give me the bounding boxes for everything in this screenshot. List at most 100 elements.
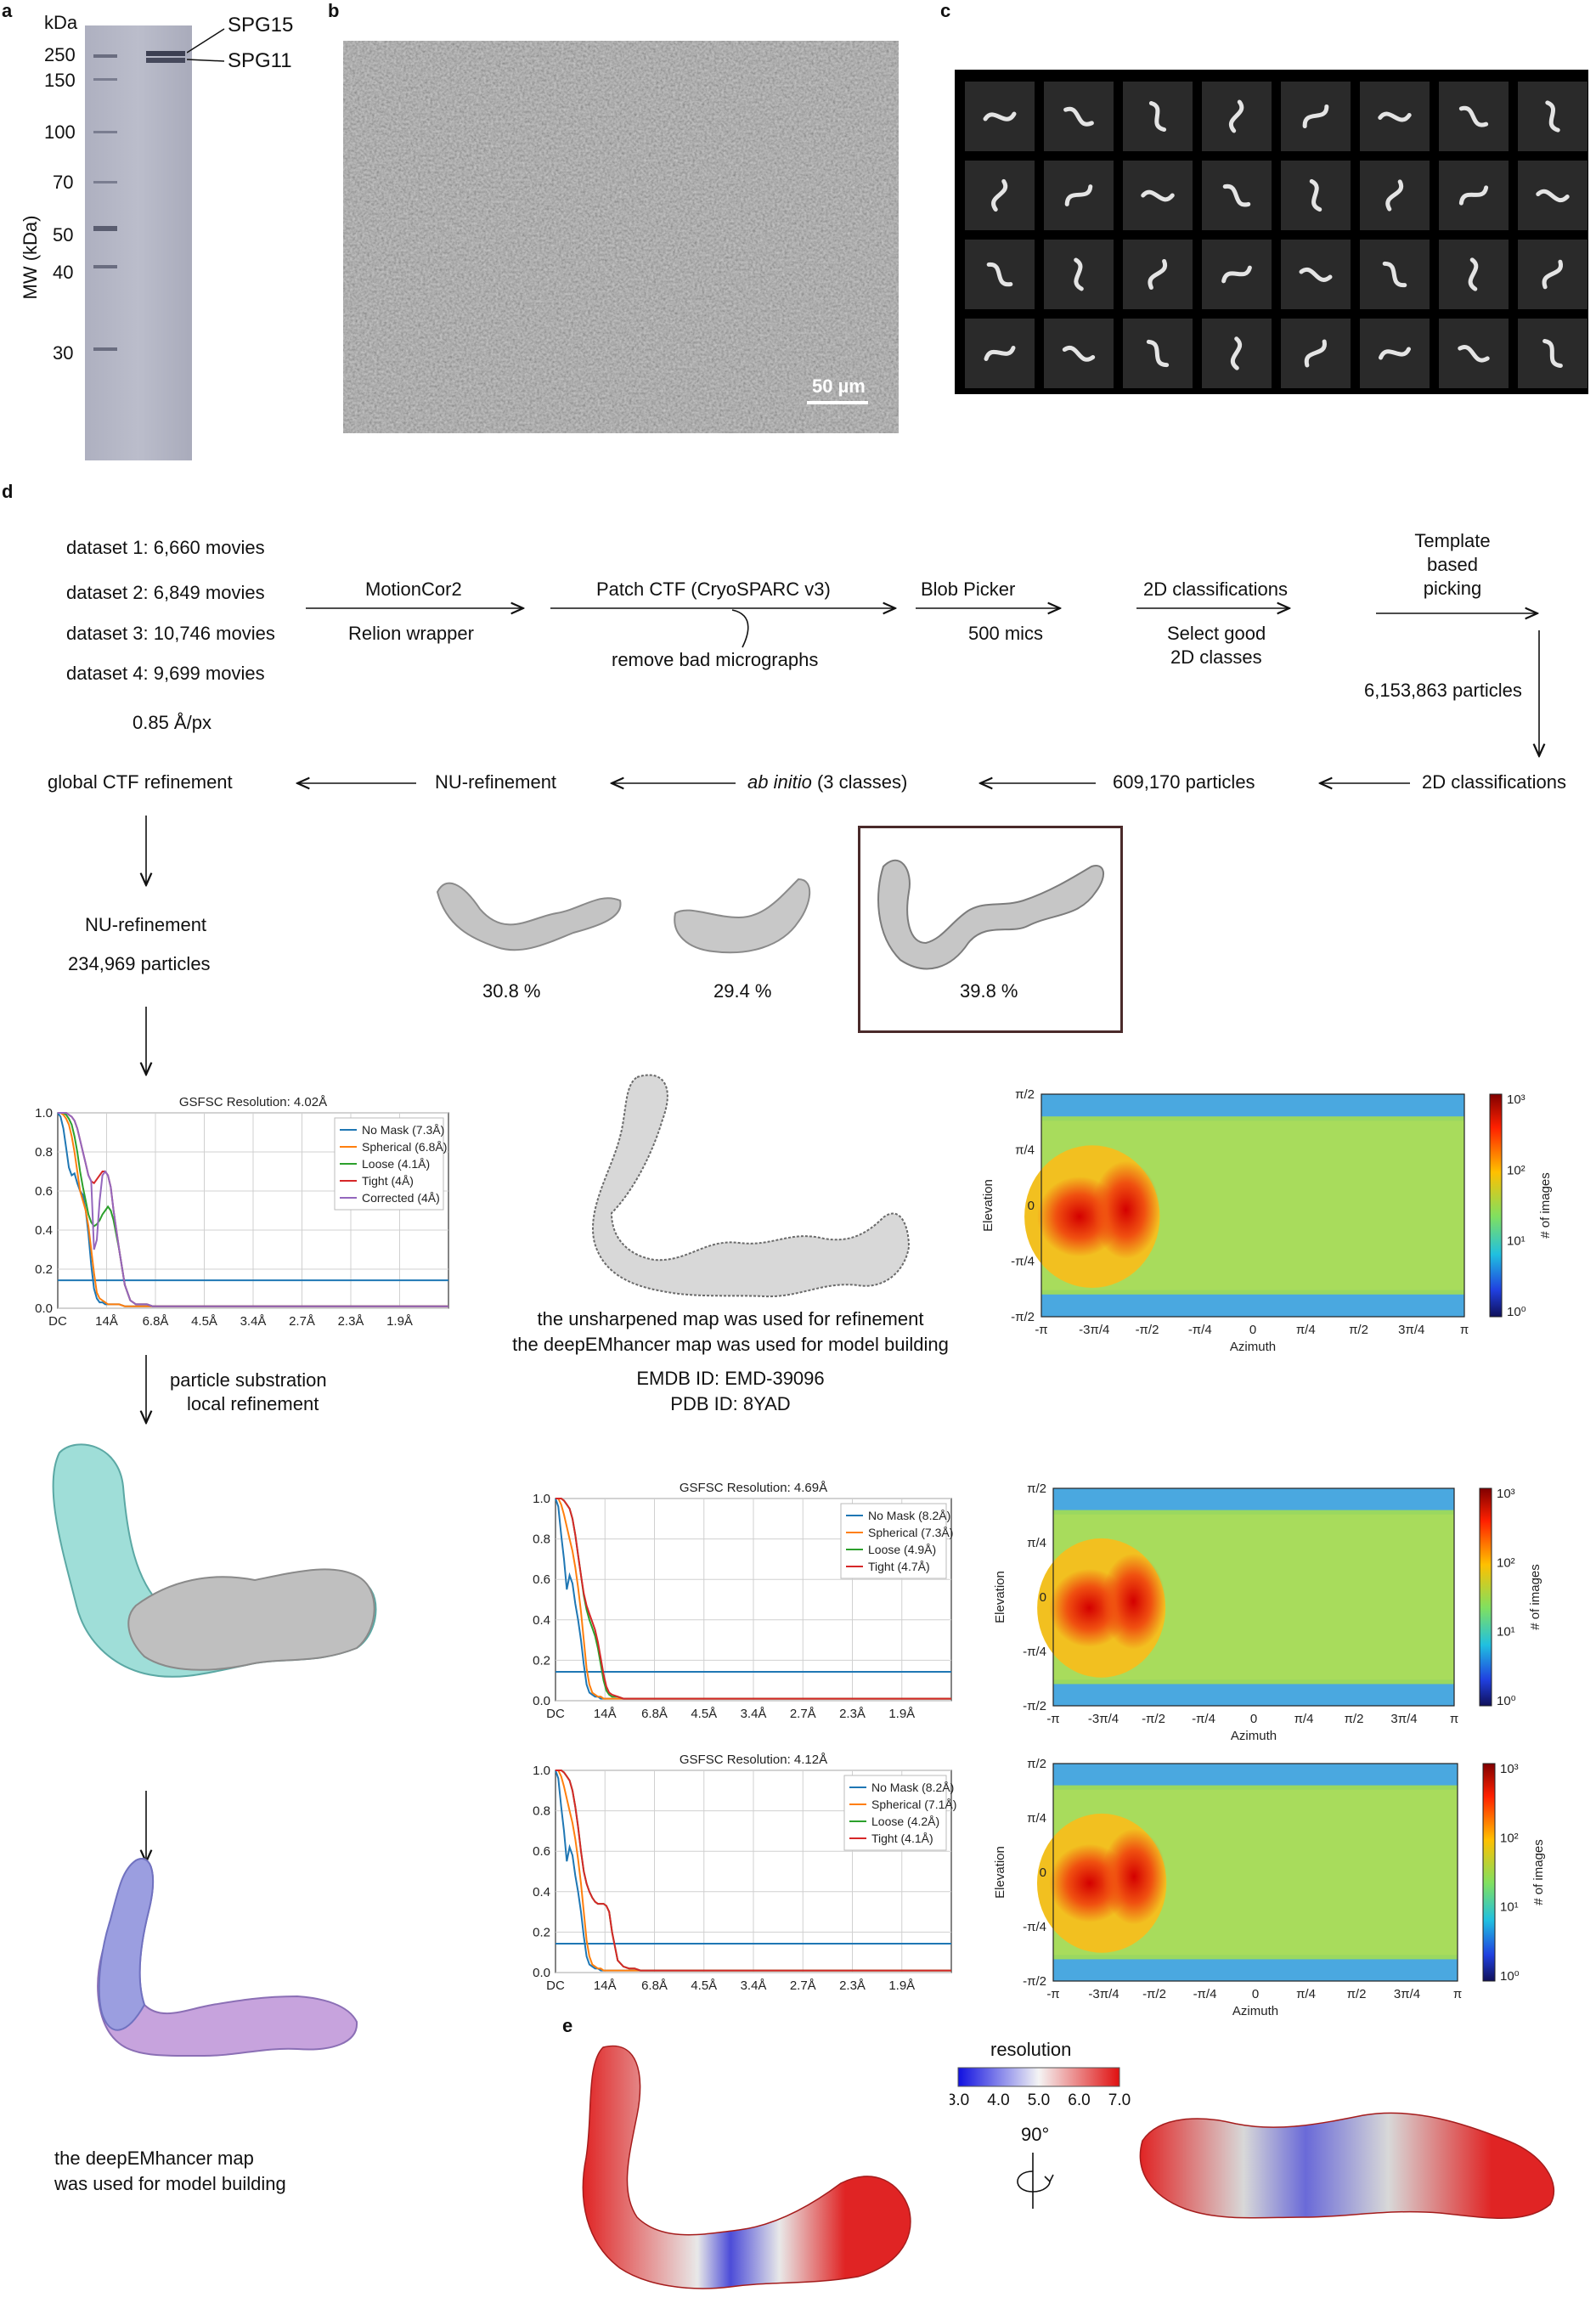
gel-marker-50: 50 — [53, 224, 74, 246]
heatmap-colorbar — [1489, 1093, 1503, 1318]
template-label-1: Template — [1414, 530, 1491, 551]
band-label-spg15: SPG15 — [228, 14, 294, 37]
heatmap-xtick-label: 3π/4 — [1394, 1987, 1420, 2001]
locres-title: resolution — [990, 2039, 1072, 2060]
heatmap-colorbar-tick: 10¹ — [1497, 1625, 1515, 1640]
fsc-ytick-label: 0.0 — [35, 1301, 53, 1316]
class-particle — [1378, 347, 1412, 360]
fsc-legend-label: Corrected (4Å) — [362, 1191, 440, 1205]
class-particle — [1148, 100, 1167, 133]
heatmap-xlabel: Azimuth — [1232, 2004, 1278, 2018]
heatmap-frame — [1052, 1487, 1455, 1707]
fsc-xtick-label: 6.8Å — [641, 1707, 668, 1721]
heatmap-band — [1041, 1294, 1464, 1317]
class2d-grid — [955, 70, 1588, 394]
heatmap-xlabel: Azimuth — [1230, 1340, 1276, 1354]
dataset-2: dataset 2: 6,849 movies — [66, 582, 265, 603]
fsc-ytick-label: 0.8 — [35, 1145, 53, 1160]
gel-unit: kDa — [44, 12, 78, 33]
class-particle — [1385, 179, 1404, 212]
class-particle — [1382, 261, 1407, 288]
fsc-xtick-label: 6.8Å — [641, 1978, 668, 1993]
heatmap-xtick-label: 0 — [1252, 1987, 1259, 2001]
class-particle — [1302, 104, 1329, 129]
fsc-ytick-label: 0.4 — [533, 1613, 550, 1628]
selected-class-box — [858, 826, 1123, 1033]
fsc-legend-label: Tight (4.7Å) — [868, 1560, 930, 1573]
heatmap-peak — [1091, 1160, 1160, 1259]
fsc-xtick-label: 1.9Å — [888, 1707, 915, 1721]
class-particle — [1064, 184, 1093, 206]
fsc-ytick-label: 0.0 — [533, 1694, 550, 1708]
fsc-legend-label: Tight (4.1Å) — [871, 1832, 933, 1845]
locres-tick: 6.0 — [1068, 2091, 1090, 2109]
particles-6m: 6,153,863 particles — [1364, 680, 1522, 701]
heatmap-xtick-label: -π/4 — [1193, 1987, 1217, 2001]
heatmap-xtick-label: -π/2 — [1136, 1323, 1159, 1337]
subtraction-label-1: particle substration — [170, 1369, 327, 1391]
class-particle — [1062, 346, 1096, 362]
emdb-id: EMDB ID: EMD-39096 — [636, 1368, 825, 1389]
fsc-xtick-label: 2.3Å — [338, 1314, 364, 1329]
fsc-chart-1: 0.0 0.2 0.4 0.6 0.8 1.0 DC 14Å 6.8Å 4.5Å 3.4Å 2.7Å 2… — [35, 1095, 449, 1329]
class2d-2-label: 2D classifications — [1422, 771, 1566, 793]
class-particle — [1299, 268, 1333, 282]
abinitio-volume-3 — [877, 859, 1104, 970]
heatmap-colorbar-tick: 10² — [1507, 1163, 1526, 1177]
fsc-ytick-label: 0.8 — [533, 1804, 550, 1819]
fsc-xtick-label: 14Å — [594, 1978, 617, 1993]
pdb-id: PDB ID: 8YAD — [670, 1393, 791, 1414]
heatmap-ytick-label: π/4 — [1015, 1143, 1035, 1158]
local-refinement-volume — [52, 1443, 377, 1678]
fsc-legend-label: Spherical (7.3Å) — [868, 1526, 953, 1539]
fsc-xtick-label: 2.3Å — [839, 1707, 866, 1721]
gel-marker-70: 70 — [53, 172, 74, 193]
map-note-2: the deepEMhancer map was used for model … — [512, 1334, 949, 1355]
fsc-ytick-label: 0.4 — [35, 1223, 53, 1238]
fsc-ytick-label: 0.6 — [35, 1184, 53, 1199]
class-particle — [1074, 257, 1084, 291]
fsc-title: GSFSC Resolution: 4.02Å — [179, 1095, 327, 1109]
class-particle — [1146, 339, 1170, 368]
class-particle — [1468, 257, 1479, 291]
fsc-ytick-label: 0.0 — [533, 1966, 550, 1980]
heatmap-ytick-label: -π/2 — [1011, 1310, 1035, 1324]
class-particle — [1148, 258, 1168, 291]
heatmap-2-wrap: -π -3π/4 -π/2 -π/4 0 π/4 π/2 3π/4 π π/2 π/4 0 -π/4 -π… — [985, 1478, 1596, 1756]
fsc-legend-label: Loose (4.2Å) — [871, 1815, 939, 1828]
heatmap-xtick-label: π — [1460, 1323, 1469, 1337]
fsc-chart-2: 0.0 0.2 0.4 0.6 0.8 1.0 DC 14Å 6.8Å 4.5Å 3.4Å 2.7Å 2… — [533, 1481, 953, 1721]
class-particle — [984, 346, 1016, 361]
gel-band-leaders — [187, 28, 225, 62]
panel-label-a: a — [2, 0, 13, 21]
heatmap-ytick-label: π/2 — [1027, 1757, 1046, 1771]
heatmap-colorbar-tick: 10¹ — [1507, 1234, 1526, 1249]
class-pct-1: 30.8 % — [482, 980, 541, 1002]
class-particle — [991, 178, 1008, 212]
fsc-xtick-label: DC — [546, 1978, 565, 1993]
fsc-xtick-label: 4.5Å — [691, 1707, 717, 1721]
abinitio-volume-2 — [674, 878, 811, 954]
heatmap-colorbar-tick: 10³ — [1497, 1487, 1515, 1501]
heatmap-ytick-label: π/2 — [1015, 1087, 1035, 1102]
heatmap-3: -π -3π/4 -π/2 -π/4 0 π/4 π/2 3π/4 π π/2 π/4 0 -π/4 -π… — [993, 1757, 1546, 2018]
rotation-icon — [1017, 2153, 1054, 2209]
class-particle — [1141, 189, 1175, 202]
abinitio-volume-1 — [436, 882, 622, 951]
heatmap-xtick-label: 0 — [1250, 1712, 1257, 1726]
heatmap-peak — [1101, 1553, 1166, 1650]
heatmap-xtick-label: -π — [1046, 1987, 1059, 2001]
fsc-legend-label: No Mask (8.2Å) — [871, 1781, 954, 1794]
heatmap-ylabel: Elevation — [981, 1179, 995, 1232]
mics-label: 500 mics — [968, 623, 1044, 644]
heatmap-band — [1041, 1094, 1464, 1117]
particles-609k: 609,170 particles — [1113, 771, 1255, 793]
heatmap-colorbar — [1479, 1487, 1492, 1707]
heatmap-colorbar-label: # of images — [1528, 1564, 1542, 1630]
class-particle — [1309, 178, 1322, 212]
fsc-xtick-label: 14Å — [594, 1707, 617, 1721]
heatmap-frame — [1052, 1763, 1458, 1982]
fsc-ytick-label: 0.6 — [533, 1844, 550, 1859]
bottom-note-2: was used for model building — [54, 2173, 286, 2194]
fsc-xtick-label: 2.3Å — [839, 1978, 866, 1993]
